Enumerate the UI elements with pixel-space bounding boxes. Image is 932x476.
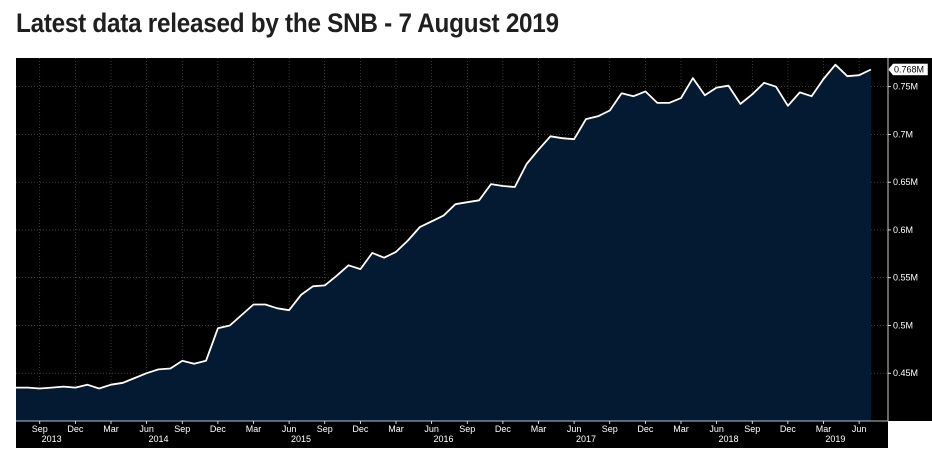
x-tick-label: Jun xyxy=(852,424,867,434)
x-year-label: 2016 xyxy=(433,434,453,444)
x-tick-label: Jun xyxy=(709,424,724,434)
x-tick-label: Mar xyxy=(388,424,404,434)
right-axis-background xyxy=(888,58,932,421)
x-year-label: 2015 xyxy=(291,434,311,444)
x-tick-label: Dec xyxy=(780,424,797,434)
x-tick-label: Dec xyxy=(637,424,654,434)
x-tick-label: Mar xyxy=(673,424,689,434)
x-year-label: 2019 xyxy=(825,434,845,444)
x-tick-label: Sep xyxy=(32,424,48,434)
x-tick-label: Jun xyxy=(282,424,297,434)
last-value-label: 0.768M xyxy=(894,64,924,74)
data-area xyxy=(16,63,872,421)
x-tick-label: Sep xyxy=(459,424,475,434)
x-tick-label: Mar xyxy=(816,424,832,434)
y-tick-label: 0.45M xyxy=(893,368,918,378)
y-tick-label: 0.65M xyxy=(893,177,918,187)
chart-title: Latest data released by the SNB - 7 Augu… xyxy=(16,8,559,38)
y-tick-label: 0.6M xyxy=(893,225,913,235)
y-tick-label: 0.75M xyxy=(893,82,918,92)
series-line xyxy=(16,63,872,390)
x-tick-label: Dec xyxy=(495,424,512,434)
x-tick-label: Jun xyxy=(139,424,154,434)
x-tick-label: Sep xyxy=(317,424,333,434)
series-area-fill xyxy=(16,64,871,421)
x-tick-label: Dec xyxy=(352,424,369,434)
x-tick-label: Sep xyxy=(602,424,618,434)
x-year-label: 2017 xyxy=(576,434,596,444)
x-year-label: 2018 xyxy=(718,434,738,444)
x-tick-label: Jun xyxy=(567,424,582,434)
x-tick-label: Sep xyxy=(744,424,760,434)
x-tick-label: Mar xyxy=(531,424,547,434)
last-value-flag xyxy=(887,63,929,76)
y-tick-label: 0.5M xyxy=(893,320,913,330)
axes: 0.45M 0.5M 0.55M 0.6M 0.65M 0.7M 0.75M Sep Dec Ma… xyxy=(16,58,929,444)
x-tick-label: Jun xyxy=(424,424,439,434)
x-tick-label: Mar xyxy=(103,424,119,434)
x-year-label: 2014 xyxy=(148,434,168,444)
x-year-label: 2013 xyxy=(42,434,62,444)
x-tick-label: Dec xyxy=(210,424,227,434)
y-tick-label: 0.7M xyxy=(893,129,913,139)
y-tick-label: 0.55M xyxy=(893,273,918,283)
x-tick-label: Mar xyxy=(246,424,262,434)
x-tick-label: Dec xyxy=(67,424,84,434)
x-tick-label: Sep xyxy=(174,424,190,434)
